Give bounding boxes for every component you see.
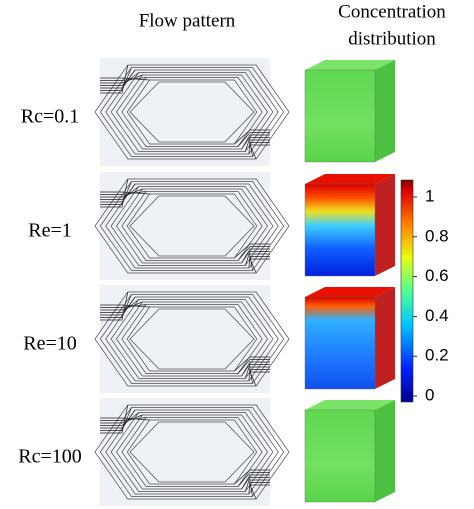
streamline xyxy=(100,178,129,208)
streamline xyxy=(100,77,150,81)
colorbar-tick-label: 0.8 xyxy=(425,226,449,245)
column-header: distribution xyxy=(348,28,436,49)
streamline xyxy=(100,67,132,91)
streamline xyxy=(100,191,150,195)
streamline xyxy=(249,371,270,387)
streamline xyxy=(237,132,270,147)
row-label: Rc=100 xyxy=(18,446,82,468)
streamline xyxy=(249,258,270,274)
channel-wall xyxy=(129,195,255,257)
streamline xyxy=(100,301,143,311)
streamline xyxy=(241,248,270,264)
streamline xyxy=(244,137,270,152)
box-top xyxy=(305,287,395,297)
column-header: Concentration xyxy=(338,1,446,22)
streamline xyxy=(241,474,270,490)
column-header: Flow pattern xyxy=(139,10,236,31)
box-top xyxy=(305,60,395,70)
streamline xyxy=(100,412,139,426)
streamline xyxy=(100,181,132,205)
streamline xyxy=(100,414,143,424)
streamline xyxy=(100,294,132,318)
streamline xyxy=(244,477,270,492)
streamline xyxy=(237,472,270,487)
channel-wall xyxy=(129,81,255,143)
box-front xyxy=(304,69,376,163)
box-side xyxy=(375,60,395,162)
colorbar-tick-label: 0 xyxy=(425,385,434,404)
streamline xyxy=(94,64,290,160)
streamline xyxy=(249,484,270,500)
row-label: Rc=0.1 xyxy=(21,106,80,128)
streamline xyxy=(248,366,270,382)
streamline xyxy=(249,144,270,160)
box-front xyxy=(304,183,376,277)
streamline xyxy=(100,304,150,308)
streamline xyxy=(248,253,270,269)
streamline xyxy=(237,246,270,261)
box-side xyxy=(375,400,395,502)
colorbar xyxy=(400,179,414,403)
colorbar-tick-label: 0.4 xyxy=(425,306,449,325)
streamline xyxy=(244,364,270,379)
streamline xyxy=(100,72,139,86)
streamline xyxy=(100,69,136,89)
streamline xyxy=(100,291,129,321)
streamline xyxy=(249,142,270,157)
streamline xyxy=(249,482,270,497)
box-top xyxy=(305,400,395,410)
streamline xyxy=(100,404,129,434)
streamline xyxy=(94,178,290,274)
colorbar-tick-label: 1 xyxy=(425,186,434,205)
streamline xyxy=(248,479,270,495)
streamline xyxy=(100,183,136,203)
streamline xyxy=(100,188,143,198)
row-label: Re=10 xyxy=(23,333,77,355)
row-label: Re=1 xyxy=(28,220,72,242)
box-side xyxy=(375,287,395,389)
streamline xyxy=(100,417,150,421)
streamline xyxy=(94,404,290,500)
streamline xyxy=(244,251,270,266)
channel-wall xyxy=(129,421,255,483)
channel-wall xyxy=(129,308,255,370)
streamline xyxy=(100,74,143,84)
colorbar-tick-label: 0.6 xyxy=(425,266,449,285)
streamline xyxy=(100,409,136,429)
streamline xyxy=(249,256,270,271)
box-top xyxy=(305,174,395,184)
streamline xyxy=(100,407,132,431)
box-front xyxy=(304,409,376,503)
streamline xyxy=(100,299,139,313)
box-side xyxy=(375,174,395,276)
streamline xyxy=(100,186,139,200)
streamline xyxy=(100,296,136,316)
box-front xyxy=(304,296,376,390)
streamline xyxy=(249,369,270,384)
colorbar-tick-label: 0.2 xyxy=(425,346,449,365)
streamline xyxy=(94,291,290,387)
streamline xyxy=(241,361,270,377)
streamline xyxy=(241,134,270,150)
streamline xyxy=(237,359,270,374)
streamline xyxy=(248,139,270,155)
streamline xyxy=(100,64,129,94)
